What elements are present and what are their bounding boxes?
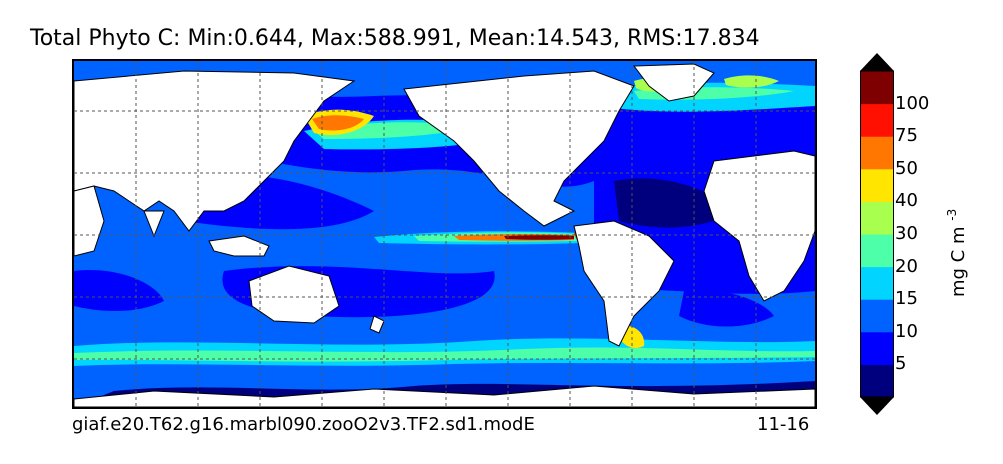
colorbar-extend-min <box>860 397 894 415</box>
ocean-map-svg <box>74 61 815 407</box>
colorbar-tick-label: 20 <box>895 255 918 277</box>
belt-southern-high <box>74 347 815 362</box>
colorbar-segment <box>860 299 894 333</box>
map-gridlines <box>74 61 815 407</box>
colorbar-tick-label: 100 <box>895 92 930 114</box>
colorbar-segment <box>860 331 894 365</box>
colorbar-segment <box>860 201 894 235</box>
gyre-south-atlantic <box>679 290 774 327</box>
date-label: 11-16 <box>757 414 810 435</box>
colorbar-tick-label: 30 <box>895 223 918 244</box>
colorbar-tick-label: 40 <box>895 190 918 212</box>
land-north-america <box>403 70 635 227</box>
land-africa <box>703 150 815 302</box>
colorbar-unit-label: mg C m -3 <box>945 209 969 297</box>
land-south-america <box>573 220 675 347</box>
unit-exponent-text: -3 <box>945 209 959 221</box>
land-africa-east-wrap <box>74 185 105 257</box>
land-australia <box>248 265 340 324</box>
land-india <box>143 210 165 238</box>
gyre-indian <box>74 270 164 311</box>
okhotsk-bloom-inner <box>312 115 364 131</box>
colorbar-segment <box>860 136 894 170</box>
colorbar-segment <box>860 234 894 268</box>
colorbar-segment <box>860 364 894 398</box>
colorbar-tick-label: 5 <box>895 353 907 375</box>
land-maritime-continent <box>208 235 270 257</box>
colorbar-border <box>860 70 894 398</box>
svg-text:mg C m -3: mg C m -3 <box>945 209 969 297</box>
unit-base-text: mg C m <box>948 221 969 297</box>
ocean-map <box>72 59 817 409</box>
case-name-label: giaf.e20.T62.g16.marbl090.zooO2v3.TF2.sd… <box>72 414 535 435</box>
colorbar-tick-label: 10 <box>895 320 918 342</box>
equatorial-tongue-core <box>504 235 574 240</box>
colorbar-tick-label: 75 <box>895 125 918 147</box>
barents-bloom <box>724 75 779 88</box>
land-new-zealand <box>369 315 385 334</box>
colorbar-tick-label: 50 <box>895 157 918 179</box>
land-antarctica <box>74 385 815 407</box>
colorbar-extend-max <box>860 53 894 71</box>
colorbar <box>860 53 894 415</box>
colorbar-segment <box>860 103 894 137</box>
colorbar-segment <box>860 71 894 105</box>
figure-title: Total Phyto C: Min:0.644, Max:588.991, M… <box>30 26 760 51</box>
gyre-north-atlantic <box>614 178 734 228</box>
colorbar-segment <box>860 266 894 300</box>
colorbar-segment <box>860 168 894 202</box>
colorbar-tick-label: 15 <box>895 288 918 310</box>
